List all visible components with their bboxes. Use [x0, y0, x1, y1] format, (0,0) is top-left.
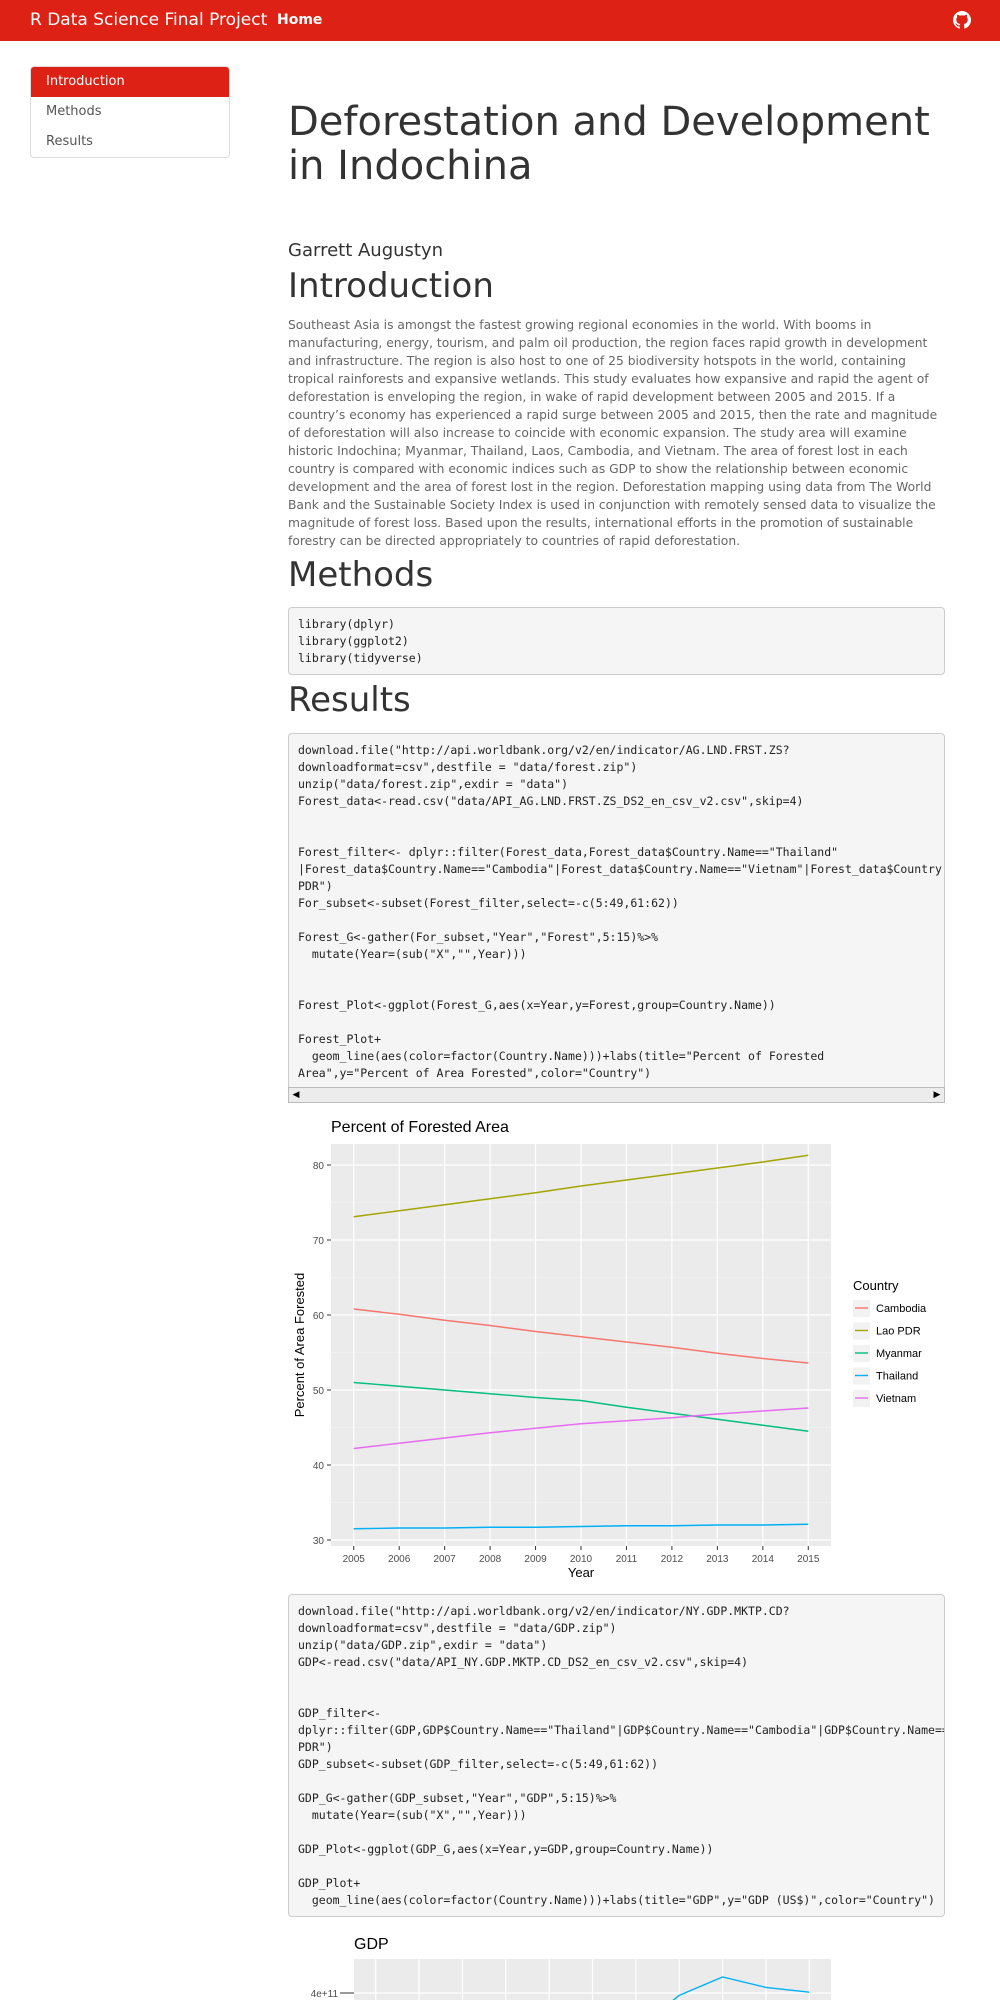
brand-link[interactable]: R Data Science Final Project: [30, 10, 268, 30]
toc-item-introduction[interactable]: Introduction: [31, 67, 229, 97]
methods-code-block: library(dplyr) library(ggplot2) library(…: [288, 607, 945, 675]
y-tick-label: 30: [313, 1536, 325, 1547]
series-line-cambodia: [353, 1308, 809, 1364]
code-horizontal-scrollbar[interactable]: ◀ ▶: [288, 1087, 945, 1103]
nav-home-link[interactable]: Home: [277, 12, 323, 28]
introduction-heading: Introduction: [288, 266, 494, 306]
y-tick-label: 4e+11: [311, 1989, 339, 2000]
x-tick-label: 2011: [616, 1554, 638, 1565]
x-axis-label: Year: [568, 1565, 595, 1580]
x-tick-label: 2015: [797, 1554, 820, 1565]
y-tick-label: 80: [313, 1161, 325, 1172]
series-line-thailand: [672, 1976, 810, 2000]
github-icon[interactable]: [953, 11, 971, 29]
series-line-myanmar: [353, 1381, 809, 1432]
x-tick-label: 2005: [343, 1554, 366, 1565]
x-tick-label: 2012: [661, 1554, 684, 1565]
x-tick-label: 2009: [524, 1554, 547, 1565]
gdp-chart: GDP 4e+11: [311, 1936, 831, 2000]
series-line-thailand: [353, 1523, 809, 1530]
forest-chart: Percent of Forested Area 30 40 50 60 70 80 20…: [292, 1119, 927, 1580]
table-of-contents: Introduction Methods Results: [30, 66, 230, 158]
toc-item-results[interactable]: Results: [46, 134, 93, 149]
x-tick-label: 2013: [706, 1554, 729, 1565]
scroll-left-arrow-icon[interactable]: ◀: [292, 1090, 300, 1100]
gdp-code-block: download.file("http://api.worldbank.org/…: [288, 1594, 945, 1917]
x-tick-label: 2014: [752, 1554, 775, 1565]
x-tick-label: 2007: [434, 1554, 457, 1565]
legend-label: Myanmar: [876, 1348, 922, 1360]
navbar: R Data Science Final Project Home: [0, 0, 1000, 41]
legend-label: Thailand: [876, 1371, 918, 1383]
x-tick-label: 2010: [570, 1554, 593, 1565]
x-tick-label: 2006: [388, 1554, 411, 1565]
y-axis-label: Percent of Area Forested: [292, 1273, 307, 1418]
author: Garrett Augustyn: [288, 240, 444, 261]
y-tick-label: 60: [313, 1311, 325, 1322]
toc-item-methods[interactable]: Methods: [46, 104, 102, 119]
x-tick-label: 2008: [479, 1554, 502, 1565]
legend-label: Vietnam: [876, 1393, 916, 1405]
results-heading: Results: [288, 680, 411, 720]
scroll-right-arrow-icon[interactable]: ▶: [933, 1090, 941, 1100]
chart-title: Percent of Forested Area: [331, 1119, 509, 1136]
forest-code-block: download.file("http://api.worldbank.org/…: [288, 733, 945, 1088]
series-line-vietnam: [353, 1407, 809, 1450]
methods-heading: Methods: [288, 555, 434, 595]
legend-label: Cambodia: [876, 1303, 927, 1315]
y-tick-label: 70: [313, 1236, 325, 1247]
legend-label: Lao PDR: [876, 1326, 921, 1338]
chart-title: GDP: [354, 1936, 389, 1953]
introduction-text: Southeast Asia is amongst the fastest gr…: [288, 318, 938, 548]
series-line-lao-pdr: [353, 1154, 809, 1218]
page-title: Deforestation and Development in Indochi…: [288, 99, 930, 189]
y-tick-label: 50: [313, 1386, 325, 1397]
legend-title: Country: [853, 1278, 899, 1293]
y-tick-label: 40: [313, 1461, 325, 1472]
